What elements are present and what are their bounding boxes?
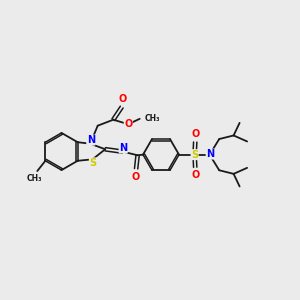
Text: S: S	[191, 150, 198, 160]
Text: O: O	[118, 94, 126, 104]
Text: O: O	[191, 170, 199, 180]
Text: O: O	[191, 129, 199, 139]
Text: N: N	[87, 135, 95, 145]
Text: N: N	[119, 143, 127, 153]
Text: O: O	[131, 172, 140, 182]
Text: O: O	[124, 119, 132, 129]
Text: S: S	[89, 158, 97, 168]
Text: CH₃: CH₃	[26, 174, 42, 183]
Text: N: N	[206, 149, 214, 159]
Text: CH₃: CH₃	[145, 114, 160, 123]
